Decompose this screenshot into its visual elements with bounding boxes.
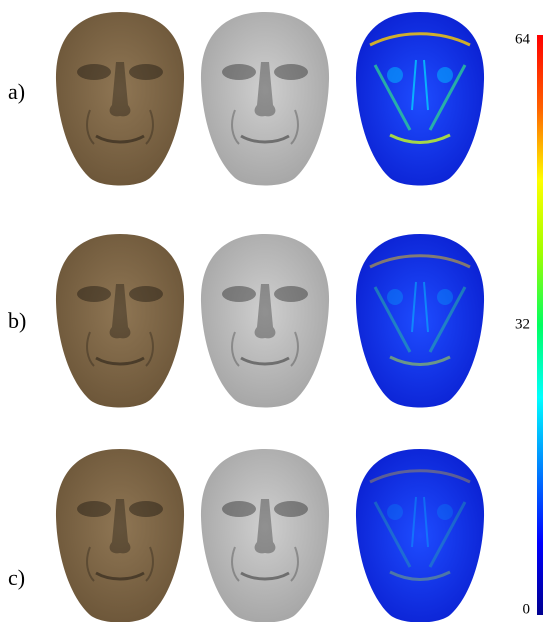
shaded-face	[200, 12, 330, 186]
textured-face	[55, 449, 185, 622]
colorbar	[537, 35, 543, 615]
shaded-face	[200, 234, 330, 408]
colorbar-tick-label: 64	[515, 31, 531, 47]
error-map	[355, 234, 485, 408]
textured-face	[55, 12, 185, 186]
colorbar-ticks: 0 32 64	[515, 31, 531, 617]
row-c	[55, 449, 485, 622]
error-map	[355, 449, 485, 622]
row-label: c)	[8, 565, 25, 590]
shaded-face	[200, 449, 330, 622]
textured-face	[55, 234, 185, 408]
colorbar-tick-label: 32	[515, 316, 530, 332]
colorbar-tick-label: 0	[523, 601, 531, 617]
row-a	[55, 12, 485, 186]
row-label: a)	[8, 79, 25, 104]
row-label: b)	[8, 308, 26, 333]
error-map	[355, 12, 485, 186]
row-b	[55, 234, 485, 408]
